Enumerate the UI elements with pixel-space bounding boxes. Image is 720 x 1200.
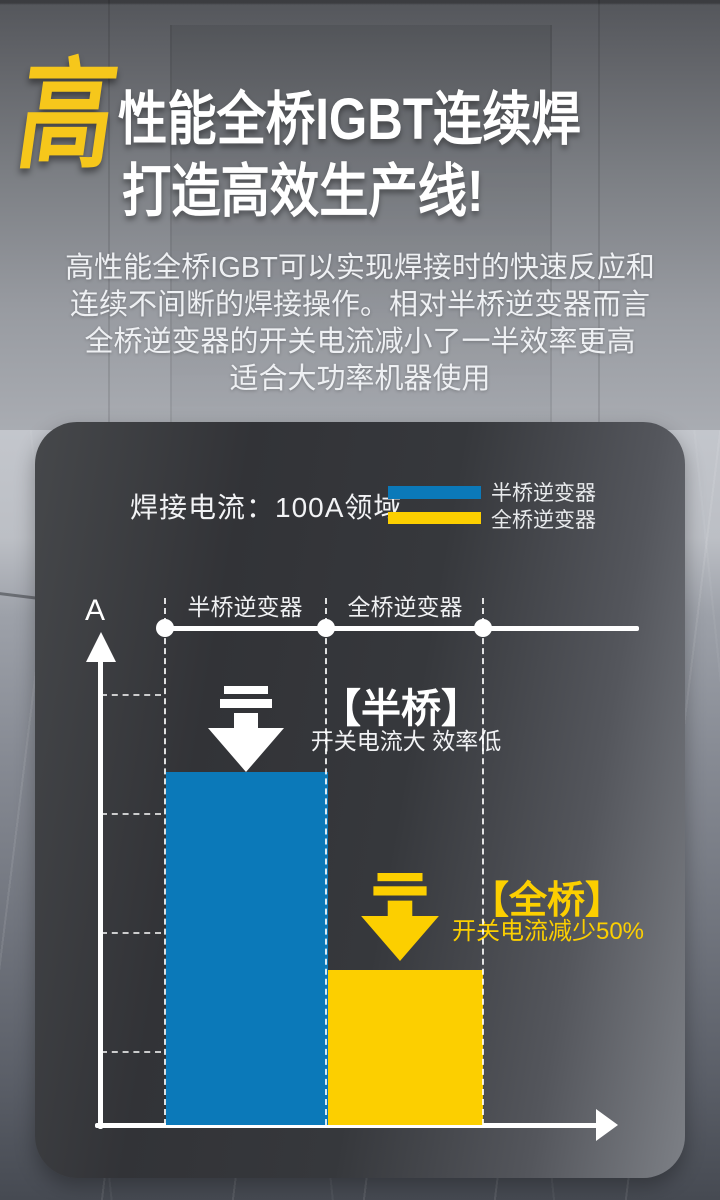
x-axis-line: [95, 1123, 598, 1128]
down-arrow-icon-white: [208, 686, 284, 777]
x-axis-arrow-icon: [596, 1109, 618, 1141]
metal-wall-background: [0, 0, 720, 430]
intro-line: 高性能全桥IGBT可以实现焊接时的快速反应和: [65, 252, 655, 284]
dashed-guideline: [325, 598, 327, 1125]
group-label-full-bridge: 全桥逆变器: [347, 594, 463, 620]
y-axis-tick: [101, 694, 161, 696]
group-label-half-bridge: 半桥逆变器: [187, 594, 303, 620]
intro-line: 全桥逆变器的开关电流减小了一半效率更高: [84, 326, 636, 358]
wall-seam: [108, 0, 110, 430]
y-axis-tick: [101, 1051, 161, 1053]
down-arrow-icon-yellow: [360, 873, 440, 966]
annotation-full-bridge-title: 【全桥】: [470, 880, 624, 922]
legend-swatch-half-bridge: [388, 486, 481, 499]
y-axis-arrow-icon: [86, 632, 116, 662]
wall-seam: [598, 0, 600, 430]
y-axis-tick: [101, 932, 161, 934]
y-axis-label: A: [85, 594, 106, 627]
page-title-line2: 打造高效生产线!: [122, 159, 484, 224]
bar-half-bridge: [166, 772, 328, 1125]
chart-panel: 焊接电流：100A领域 半桥逆变器 全桥逆变器 A 半桥逆变器 全桥逆变器 【半…: [35, 422, 685, 1178]
legend-label-half-bridge: 半桥逆变器: [491, 482, 596, 505]
intro-line: 适合大功率机器使用: [229, 363, 491, 395]
chart-title: 焊接电流：100A领域: [130, 492, 403, 523]
annotation-half-bridge-sub: 开关电流大 效率低: [310, 728, 502, 754]
bar-full-bridge: [328, 970, 483, 1125]
annotation-full-bridge-sub: 开关电流减少50%: [451, 918, 645, 945]
y-axis-line: [98, 658, 103, 1129]
intro-paragraph: 高性能全桥IGBT可以实现焊接时的快速反应和 连续不间断的焊接操作。相对半桥逆变…: [0, 250, 720, 398]
wall-door-shade: [170, 25, 552, 430]
dashed-guideline: [482, 598, 484, 1125]
title-highlight-char: 高: [10, 49, 125, 183]
legend-swatch-full-bridge: [388, 512, 481, 524]
annotation-half-bridge-title: 【半桥】: [321, 687, 481, 731]
bracket-line: [165, 626, 639, 631]
y-axis-tick: [101, 813, 161, 815]
dashed-guideline: [164, 598, 166, 1125]
page-title-line1: 性能全桥IGBT连续焊: [118, 87, 581, 152]
legend-label-full-bridge: 全桥逆变器: [491, 509, 596, 532]
intro-line: 连续不间断的焊接操作。相对半桥逆变器而言: [69, 289, 650, 321]
